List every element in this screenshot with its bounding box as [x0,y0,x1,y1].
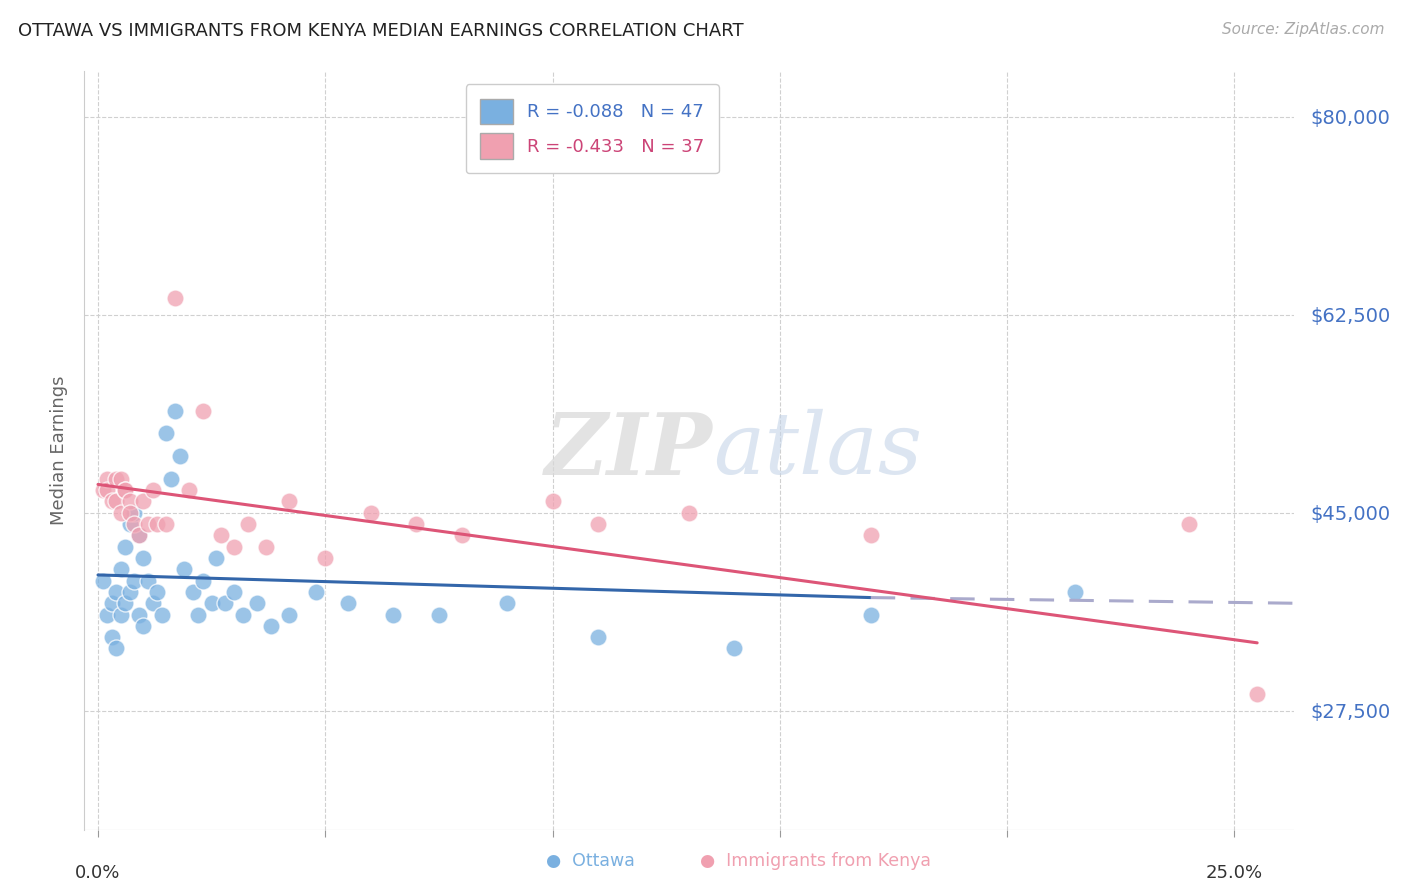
Point [114,596,136,610]
Point [277,494,299,508]
Point [191,404,214,418]
Point [91,483,114,497]
Point [118,585,141,599]
Point [124,516,146,531]
Point [128,607,150,622]
Point [541,494,564,508]
Point [859,607,882,622]
Point [169,449,191,463]
Point [382,607,405,622]
Text: atlas: atlas [713,409,922,491]
Point [128,528,150,542]
Point [132,551,155,566]
Y-axis label: Median Earnings: Median Earnings [49,376,67,525]
Point [205,551,228,566]
Point [105,585,128,599]
Point [360,506,382,520]
Point [136,516,159,531]
Point [114,483,136,497]
Point [678,506,700,520]
Point [110,607,132,622]
Point [141,596,163,610]
Point [132,619,155,633]
Point [859,528,882,542]
Point [128,528,150,542]
Text: Source: ZipAtlas.com: Source: ZipAtlas.com [1222,22,1385,37]
Point [146,516,169,531]
Text: OTTAWA VS IMMIGRANTS FROM KENYA MEDIAN EARNINGS CORRELATION CHART: OTTAWA VS IMMIGRANTS FROM KENYA MEDIAN E… [18,22,744,40]
Point [105,641,128,656]
Point [173,562,195,576]
Point [150,607,173,622]
Point [1246,687,1268,701]
Point [723,641,745,656]
Point [232,607,254,622]
Point [118,494,141,508]
Point [314,551,336,566]
Point [260,619,283,633]
Text: ZIP: ZIP [546,409,713,492]
Point [1178,516,1201,531]
Point [187,607,209,622]
Text: 25.0%: 25.0% [1206,863,1263,881]
Point [146,585,169,599]
Text: ●  Ottawa: ● Ottawa [546,852,636,870]
Point [337,596,360,610]
Point [236,516,259,531]
Point [118,506,141,520]
Point [277,607,299,622]
Point [124,574,146,588]
Point [124,506,146,520]
Point [110,506,132,520]
Point [165,291,187,305]
Point [586,516,609,531]
Point [254,540,277,554]
Point [105,494,128,508]
Legend: R = -0.088   N = 47, R = -0.433   N = 37: R = -0.088 N = 47, R = -0.433 N = 37 [465,84,718,173]
Point [586,630,609,644]
Point [155,516,177,531]
Point [141,483,163,497]
Text: 0.0%: 0.0% [76,863,121,881]
Point [224,540,246,554]
Point [100,630,122,644]
Point [136,574,159,588]
Point [105,472,128,486]
Point [96,607,118,622]
Point [114,540,136,554]
Point [427,607,450,622]
Point [110,562,132,576]
Text: ●  Immigrants from Kenya: ● Immigrants from Kenya [700,852,931,870]
Point [159,472,181,486]
Point [132,494,155,508]
Point [100,494,122,508]
Point [165,404,187,418]
Point [191,574,214,588]
Point [214,596,236,610]
Point [155,426,177,441]
Point [91,574,114,588]
Point [114,483,136,497]
Point [118,516,141,531]
Point [201,596,224,610]
Point [96,472,118,486]
Point [1064,585,1087,599]
Point [246,596,269,610]
Point [305,585,328,599]
Point [450,528,472,542]
Point [224,585,246,599]
Point [110,472,132,486]
Point [496,596,519,610]
Point [405,516,427,531]
Point [177,483,200,497]
Point [183,585,205,599]
Point [100,596,122,610]
Point [96,483,118,497]
Point [209,528,232,542]
